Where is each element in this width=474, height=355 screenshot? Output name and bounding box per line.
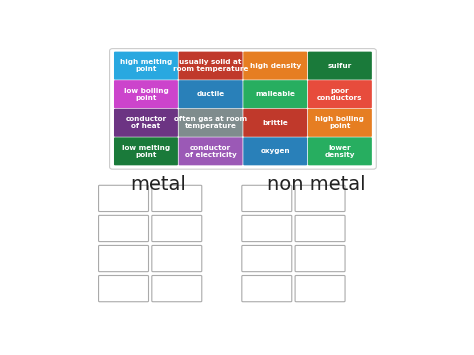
Text: ductile: ductile: [197, 91, 225, 97]
Text: oxygen: oxygen: [260, 148, 290, 154]
FancyBboxPatch shape: [295, 275, 345, 302]
FancyBboxPatch shape: [242, 245, 292, 272]
Text: non metal: non metal: [267, 175, 366, 194]
FancyBboxPatch shape: [99, 245, 148, 272]
Text: sulfur: sulfur: [328, 62, 352, 69]
Text: conductor
of heat: conductor of heat: [126, 116, 166, 129]
FancyBboxPatch shape: [114, 51, 178, 80]
FancyBboxPatch shape: [179, 80, 243, 108]
FancyBboxPatch shape: [242, 215, 292, 242]
Text: low boiling
point: low boiling point: [124, 88, 168, 101]
FancyBboxPatch shape: [308, 51, 372, 80]
FancyBboxPatch shape: [243, 137, 307, 165]
FancyBboxPatch shape: [243, 51, 307, 80]
FancyBboxPatch shape: [295, 245, 345, 272]
FancyBboxPatch shape: [109, 49, 376, 169]
Text: usually solid at
room temperature: usually solid at room temperature: [173, 59, 248, 72]
FancyBboxPatch shape: [114, 137, 178, 165]
Text: lower
density: lower density: [325, 145, 355, 158]
FancyBboxPatch shape: [243, 109, 307, 137]
FancyBboxPatch shape: [308, 109, 372, 137]
Text: malleable: malleable: [255, 91, 295, 97]
FancyBboxPatch shape: [152, 185, 202, 212]
Text: often gas at room
temperature: often gas at room temperature: [174, 116, 247, 129]
FancyBboxPatch shape: [242, 275, 292, 302]
Text: poor
conductors: poor conductors: [317, 88, 363, 101]
Text: brittle: brittle: [263, 120, 288, 126]
FancyBboxPatch shape: [152, 275, 202, 302]
FancyBboxPatch shape: [99, 215, 148, 242]
FancyBboxPatch shape: [179, 109, 243, 137]
FancyBboxPatch shape: [243, 80, 307, 108]
Text: metal: metal: [130, 175, 186, 194]
Text: high boiling
point: high boiling point: [316, 116, 365, 129]
Text: high melting
point: high melting point: [120, 59, 172, 72]
FancyBboxPatch shape: [99, 275, 148, 302]
Text: low melting
point: low melting point: [122, 145, 170, 158]
FancyBboxPatch shape: [308, 80, 372, 108]
FancyBboxPatch shape: [242, 185, 292, 212]
FancyBboxPatch shape: [114, 80, 178, 108]
FancyBboxPatch shape: [295, 215, 345, 242]
FancyBboxPatch shape: [114, 109, 178, 137]
FancyBboxPatch shape: [179, 51, 243, 80]
FancyBboxPatch shape: [295, 185, 345, 212]
FancyBboxPatch shape: [308, 137, 372, 165]
FancyBboxPatch shape: [152, 215, 202, 242]
Text: high density: high density: [250, 62, 301, 69]
FancyBboxPatch shape: [179, 137, 243, 165]
Text: conductor
of electricity: conductor of electricity: [185, 145, 237, 158]
FancyBboxPatch shape: [99, 185, 148, 212]
FancyBboxPatch shape: [152, 245, 202, 272]
